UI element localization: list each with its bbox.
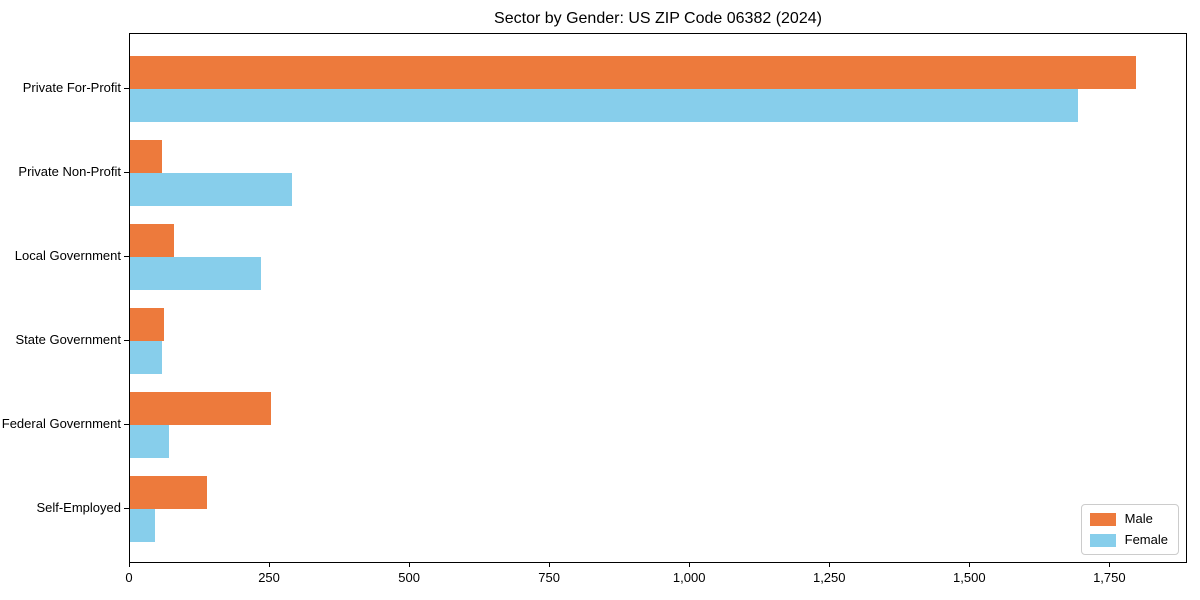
x-tick-mark [829,563,831,567]
y-tick-mark [124,256,129,257]
x-tick-label: 500 [398,570,420,585]
x-tick-label: 1,500 [953,570,986,585]
x-tick-mark [549,563,551,567]
bar-female [130,425,169,458]
plot-area: Male Female [129,33,1187,563]
legend: Male Female [1080,504,1179,555]
y-tick-mark [124,88,129,89]
x-tick-mark [969,563,971,567]
chart-title: Sector by Gender: US ZIP Code 06382 (202… [494,10,822,27]
y-tick-label: State Government [15,332,122,347]
x-tick-label: 0 [125,570,133,585]
legend-item-male: Male [1089,511,1168,526]
bar-male [130,392,272,425]
y-tick-label: Federal Government [1,416,121,431]
y-tick-label: Local Government [14,248,121,263]
y-tick-label: Self-Employed [36,500,121,515]
legend-label-male: Male [1124,511,1153,526]
legend-swatch-female [1089,533,1116,547]
x-tick-label: 750 [538,570,560,585]
x-tick-label: 1,750 [1093,570,1126,585]
bar-male [130,308,165,341]
bar-male [130,224,174,257]
x-tick-mark [269,563,271,567]
bar-male [130,140,162,173]
legend-swatch-male [1089,512,1116,526]
bar-female [130,173,292,206]
y-tick-mark [124,340,129,341]
legend-item-female: Female [1089,532,1168,547]
bar-female [130,341,162,374]
x-tick-label: 1,250 [812,570,846,585]
x-tick-mark [129,563,130,567]
legend-label-female: Female [1124,532,1168,547]
bar-female [130,509,156,542]
x-tick-mark [689,563,691,567]
x-tick-mark [409,563,411,567]
y-tick-mark [124,424,129,425]
y-tick-mark [124,172,129,173]
y-tick-label: Private Non-Profit [18,164,121,179]
bar-female [130,89,1079,122]
x-tick-mark [1109,563,1111,567]
x-tick-label: 250 [258,570,280,585]
bar-male [130,476,207,509]
y-tick-label: Private For-Profit [22,80,121,95]
bar-female [130,257,261,290]
x-tick-label: 1,000 [672,570,706,585]
y-tick-mark [124,508,129,509]
bar-male [130,56,1136,89]
